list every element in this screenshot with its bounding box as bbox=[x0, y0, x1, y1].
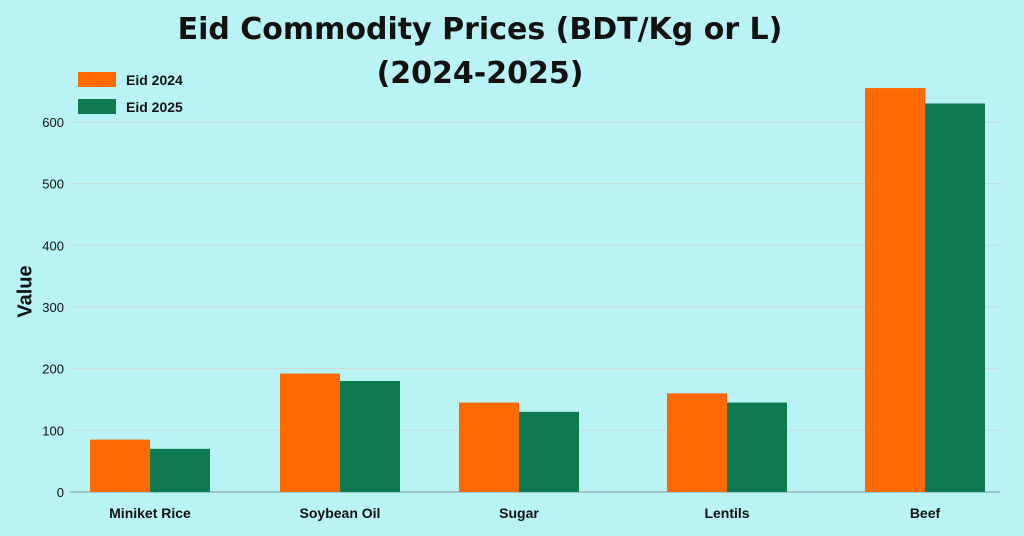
bar-soybean-oil-eid-2025 bbox=[340, 380, 400, 492]
x-axis-ticks: Miniket Rice Soybean Oil Sugar Lentils Beef bbox=[109, 505, 940, 521]
bar-sugar-eid-2024 bbox=[459, 402, 519, 492]
y-tick-label: 600 bbox=[42, 115, 64, 130]
bar-lentils-eid-2025 bbox=[727, 402, 787, 492]
y-axis-label: Value bbox=[14, 265, 37, 318]
bars bbox=[90, 88, 985, 493]
bar-beef-eid-2024 bbox=[865, 88, 925, 493]
chart-title-line2: (2024-2025) bbox=[376, 56, 584, 91]
x-tick-label: Lentils bbox=[704, 505, 749, 521]
y-tick-label: 500 bbox=[42, 177, 64, 192]
x-tick-label: Sugar bbox=[499, 505, 539, 521]
bar-soybean-oil-eid-2024 bbox=[280, 373, 340, 492]
x-tick-label: Miniket Rice bbox=[109, 505, 191, 521]
legend-label-eid-2024: Eid 2024 bbox=[126, 71, 183, 88]
chart-title: Eid Commodity Prices (BDT/Kg or L) bbox=[177, 12, 783, 47]
y-tick-label: 200 bbox=[42, 362, 64, 377]
x-tick-label: Beef bbox=[910, 505, 941, 521]
bar-sugar-eid-2025 bbox=[519, 411, 579, 492]
y-tick-label: 400 bbox=[42, 238, 64, 253]
gridlines bbox=[70, 121, 1000, 493]
y-axis-ticks: 0 100 200 300 400 500 600 bbox=[42, 115, 64, 500]
bar-beef-eid-2025 bbox=[925, 103, 985, 492]
y-tick-label: 0 bbox=[57, 485, 64, 500]
x-tick-label: Soybean Oil bbox=[300, 505, 381, 521]
y-tick-label: 100 bbox=[42, 423, 64, 438]
y-tick-label: 300 bbox=[42, 300, 64, 315]
bar-miniket-rice-eid-2025 bbox=[150, 448, 210, 492]
legend-swatch-eid-2024 bbox=[78, 72, 116, 87]
legend-item-eid-2024: Eid 2024 bbox=[78, 66, 183, 93]
legend-swatch-eid-2025 bbox=[78, 99, 116, 114]
legend-item-eid-2025: Eid 2025 bbox=[78, 93, 183, 120]
legend: Eid 2024 Eid 2025 bbox=[78, 66, 183, 120]
legend-label-eid-2025: Eid 2025 bbox=[126, 98, 183, 115]
bar-lentils-eid-2024 bbox=[667, 393, 727, 492]
bar-miniket-rice-eid-2024 bbox=[90, 439, 150, 492]
